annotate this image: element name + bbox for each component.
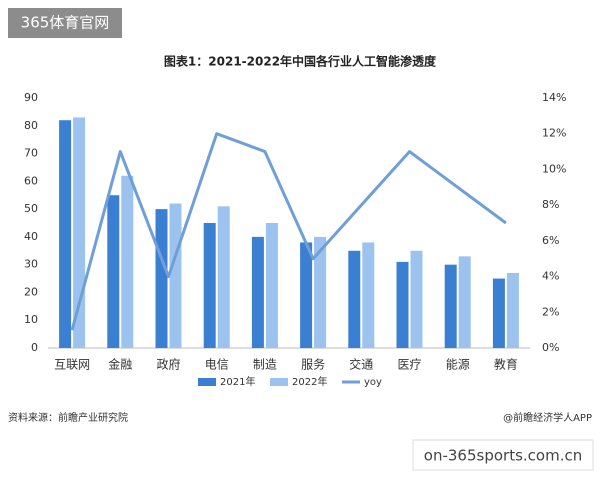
bar bbox=[410, 250, 423, 348]
x-tick-label: 互联网 bbox=[54, 358, 90, 372]
y-tick-label: 30 bbox=[24, 258, 38, 271]
badge: 365体育官网 bbox=[21, 14, 110, 32]
y2-tick-label: 12% bbox=[542, 127, 566, 140]
bar bbox=[458, 256, 471, 348]
x-tick-label: 交通 bbox=[349, 357, 373, 372]
bar bbox=[203, 223, 216, 348]
bar bbox=[396, 261, 409, 348]
bar bbox=[169, 203, 182, 348]
url-box bbox=[412, 439, 594, 471]
bar bbox=[59, 120, 72, 348]
y-tick-label: 50 bbox=[24, 202, 38, 215]
legend-swatch bbox=[270, 378, 288, 386]
url: on-365sports.com.cn bbox=[424, 447, 582, 465]
bar bbox=[492, 278, 505, 348]
x-tick-label: 电信 bbox=[205, 358, 229, 372]
x-tick-label: 政府 bbox=[156, 357, 180, 372]
y-tick-label: 0 bbox=[31, 341, 38, 354]
bar bbox=[73, 117, 86, 348]
bar bbox=[251, 236, 264, 348]
bar bbox=[217, 206, 230, 348]
bar bbox=[155, 209, 168, 348]
legend-label: yoy bbox=[364, 377, 382, 388]
line bbox=[70, 132, 507, 331]
chart-title: 图表1：2021-2022年中国各行业人工智能渗透度 bbox=[164, 54, 437, 69]
x-tick-label: 教育 bbox=[494, 357, 518, 372]
bar bbox=[107, 195, 120, 348]
legend-swatch bbox=[198, 378, 216, 386]
source: 资料来源：前瞻产业研究院 bbox=[8, 411, 128, 424]
legend-label: 2021年 bbox=[220, 375, 255, 388]
y-tick-label: 80 bbox=[24, 119, 38, 132]
x-tick-label: 医疗 bbox=[397, 358, 421, 372]
bar bbox=[265, 223, 278, 348]
badge-box bbox=[8, 8, 122, 38]
y-tick-label: 20 bbox=[24, 285, 38, 298]
bar bbox=[121, 175, 134, 348]
bar bbox=[362, 242, 375, 348]
bar bbox=[506, 273, 519, 348]
y2-tick-label: 10% bbox=[542, 162, 566, 175]
y-tick-label: 70 bbox=[24, 147, 38, 160]
x-tick-label: 金融 bbox=[108, 357, 132, 372]
y2-tick-label: 0% bbox=[542, 341, 559, 354]
legend-label: 2022年 bbox=[292, 375, 327, 388]
bar bbox=[348, 250, 361, 348]
y-tick-label: 10 bbox=[24, 313, 38, 326]
bar bbox=[444, 264, 457, 348]
x-tick-label: 服务 bbox=[301, 357, 325, 372]
y2-tick-label: 8% bbox=[542, 198, 559, 211]
y2-tick-label: 2% bbox=[542, 305, 559, 318]
y-tick-label: 60 bbox=[24, 174, 38, 187]
y-tick-label: 40 bbox=[24, 230, 38, 243]
x-tick-label: 制造 bbox=[253, 358, 277, 372]
bar bbox=[300, 242, 313, 348]
x-tick-label: 能源 bbox=[446, 358, 470, 372]
credit: @前瞻经济学人APP bbox=[503, 411, 592, 424]
y-tick-label: 90 bbox=[24, 91, 38, 104]
y2-tick-label: 14% bbox=[542, 91, 566, 104]
y2-tick-label: 4% bbox=[542, 270, 559, 283]
y2-tick-label: 6% bbox=[542, 234, 559, 247]
bar bbox=[314, 236, 327, 348]
